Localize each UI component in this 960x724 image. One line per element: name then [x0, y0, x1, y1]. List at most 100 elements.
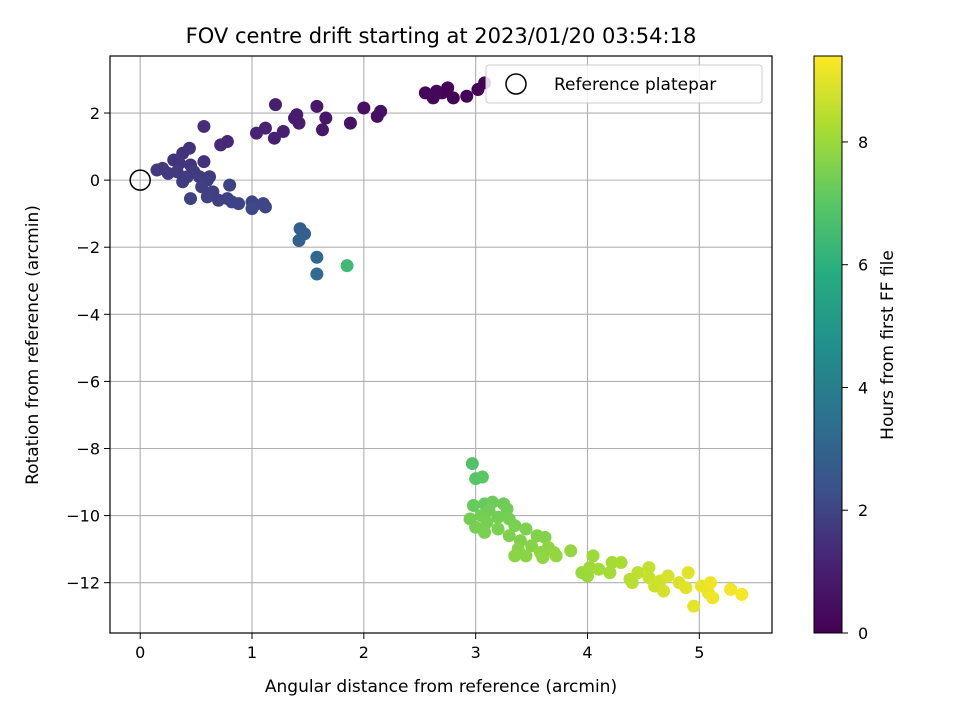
data-point [661, 569, 675, 583]
data-point [310, 99, 324, 113]
data-point [195, 180, 209, 194]
x-axis-ticks: 0 1 2 3 4 5 [135, 633, 704, 662]
data-point [267, 131, 281, 145]
data-point [631, 566, 645, 580]
data-point [703, 576, 717, 590]
data-point [184, 192, 198, 206]
data-point [430, 84, 444, 98]
colorbar-tick-label: 8 [858, 133, 868, 152]
data-point [200, 190, 214, 204]
y-tick-label: −12 [66, 574, 100, 593]
y-tick-label: −2 [76, 238, 100, 257]
data-point [310, 267, 324, 281]
data-point [491, 510, 505, 524]
x-axis-label: Angular distance from reference (arcmin) [265, 677, 617, 697]
colorbar-tick-label: 0 [858, 624, 868, 643]
data-point [657, 584, 671, 598]
data-point [203, 170, 217, 184]
data-point [538, 530, 552, 544]
data-point [310, 250, 324, 264]
plot-frame [109, 55, 773, 634]
legend-box [485, 64, 763, 104]
data-point [245, 202, 259, 216]
data-point [340, 259, 354, 273]
data-point [292, 234, 306, 248]
y-axis-label: Rotation from reference (arcmin) [23, 205, 43, 485]
data-point [500, 502, 514, 516]
data-point [197, 119, 211, 133]
colorbar-tick-label: 4 [858, 378, 868, 397]
y-tick-label: 2 [90, 104, 100, 123]
data-point [564, 544, 578, 558]
reference-platepar-marker [129, 169, 151, 191]
data-point [586, 549, 600, 563]
data-point [214, 138, 228, 152]
data-point [735, 587, 749, 601]
data-point [223, 178, 237, 192]
data-point [319, 111, 333, 125]
x-tick-label: 3 [471, 643, 481, 662]
y-tick-label: 0 [90, 171, 100, 190]
data-point [519, 522, 533, 536]
data-point [441, 81, 455, 95]
data-point [475, 470, 489, 484]
data-point [625, 576, 639, 590]
data-point [343, 116, 357, 130]
data-point [249, 126, 263, 140]
x-tick-label: 0 [135, 643, 145, 662]
chart-title: FOV centre drift starting at 2023/01/20 … [186, 24, 697, 48]
data-point [642, 561, 656, 575]
colorbar [813, 55, 843, 634]
data-point [197, 155, 211, 169]
data-point [724, 582, 738, 596]
x-tick-label: 5 [694, 643, 704, 662]
y-tick-label: −8 [76, 439, 100, 458]
data-point [519, 549, 533, 563]
data-point [536, 551, 550, 565]
x-tick-label: 1 [247, 643, 257, 662]
data-point [491, 522, 505, 536]
data-point [315, 123, 329, 137]
data-point [679, 581, 693, 595]
colorbar-ticks: 0 2 4 6 8 [842, 133, 868, 643]
data-point [549, 549, 563, 563]
data-point [446, 91, 460, 105]
data-point [614, 556, 628, 570]
data-point [465, 457, 479, 471]
data-point [460, 89, 474, 103]
data-point [605, 556, 619, 570]
data-point [258, 200, 272, 214]
data-point [370, 109, 384, 123]
data-point [269, 98, 282, 112]
y-axis-ticks: −12 −10 −8 −6 −4 −2 0 2 [66, 104, 110, 593]
data-point [176, 175, 190, 189]
y-tick-label: −4 [76, 305, 100, 324]
data-point [478, 525, 492, 539]
y-tick-label: −6 [76, 372, 100, 391]
data-point [681, 566, 695, 580]
legend-entry-reference-platepar: Reference platepar [554, 75, 716, 95]
colorbar-label: Hours from first FF file [878, 250, 898, 440]
grid-lines [110, 56, 772, 633]
data-point [508, 519, 522, 533]
data-point [466, 499, 480, 513]
x-tick-label: 2 [359, 643, 369, 662]
data-point [232, 197, 246, 211]
y-tick-label: −10 [66, 507, 100, 526]
data-point [176, 146, 190, 160]
data-point [592, 562, 606, 576]
data-point [480, 515, 494, 529]
colorbar-tick-label: 2 [858, 501, 868, 520]
legend-marker-icon [505, 73, 527, 95]
x-tick-label: 4 [582, 643, 592, 662]
data-point [357, 101, 371, 115]
data-points [150, 76, 749, 613]
data-point [170, 165, 184, 179]
data-point [687, 599, 701, 613]
data-point [276, 124, 290, 138]
data-point [508, 549, 522, 563]
data-point [502, 529, 516, 543]
data-point [525, 539, 539, 553]
data-point [603, 566, 617, 580]
